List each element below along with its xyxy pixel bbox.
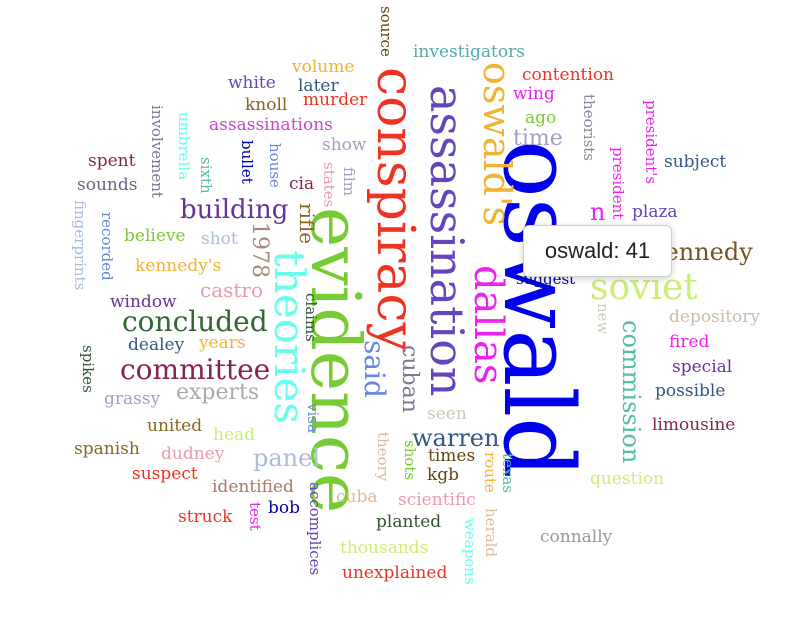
word-umbrella[interactable]: umbrella	[175, 112, 193, 181]
word-dealey[interactable]: dealey	[128, 335, 185, 355]
word-struck[interactable]: struck	[178, 507, 233, 527]
word-spent[interactable]: spent	[88, 151, 136, 171]
word-times[interactable]: times	[428, 446, 476, 466]
word-commission[interactable]: commission	[617, 320, 645, 464]
word-identified[interactable]: identified	[212, 477, 294, 497]
word-suspect[interactable]: suspect	[132, 464, 198, 484]
word-theorists[interactable]: theorists	[580, 94, 598, 161]
word-dudney[interactable]: dudney	[161, 444, 225, 464]
word-film[interactable]: film	[340, 167, 358, 197]
tooltip-text: oswald: 41	[544, 238, 651, 263]
word-building[interactable]: building	[180, 195, 289, 225]
word-depository[interactable]: depository	[669, 307, 761, 327]
word-panel[interactable]: panel	[253, 444, 321, 472]
word-n[interactable]: n	[590, 198, 606, 226]
word-years[interactable]: years	[199, 333, 246, 353]
word-seen[interactable]: seen	[427, 404, 467, 424]
word-castro[interactable]: castro	[200, 278, 264, 302]
word-committee[interactable]: committee	[120, 353, 271, 386]
word-show[interactable]: show	[322, 135, 367, 155]
word-bob[interactable]: bob	[268, 498, 300, 518]
word-bullet[interactable]: bullet	[238, 140, 256, 184]
word-wing[interactable]: wing	[513, 84, 555, 104]
word-house[interactable]: house	[266, 143, 284, 188]
word-assassination[interactable]: assassination	[420, 85, 474, 397]
word-conspiracy[interactable]: conspiracy	[365, 67, 425, 352]
word-weapons[interactable]: weapons	[461, 518, 479, 585]
word-connally[interactable]: connally	[540, 527, 613, 547]
word-question[interactable]: question	[590, 469, 665, 489]
word-warren[interactable]: warren	[412, 424, 500, 452]
word-investigators[interactable]: investigators	[413, 42, 525, 62]
word-source[interactable]: source	[377, 6, 395, 57]
word-special[interactable]: special	[672, 357, 733, 377]
word-experts[interactable]: experts	[176, 380, 260, 405]
word-sixth[interactable]: sixth	[197, 157, 215, 194]
word-sounds[interactable]: sounds	[77, 175, 138, 195]
word-subject[interactable]: subject	[664, 152, 727, 172]
word-later[interactable]: later	[298, 76, 339, 96]
word-believe[interactable]: believe	[124, 226, 186, 246]
word-claims[interactable]: claims	[302, 293, 320, 342]
word-grassy[interactable]: grassy	[104, 389, 161, 409]
word-cuba[interactable]: cuba	[336, 487, 378, 507]
word-recorded[interactable]: recorded	[98, 212, 116, 281]
word-concluded[interactable]: concluded	[122, 305, 268, 338]
word-unexplained[interactable]: unexplained	[342, 563, 448, 583]
word-planted[interactable]: planted	[376, 512, 442, 532]
word-route[interactable]: route	[481, 452, 499, 493]
word-spanish[interactable]: spanish	[74, 439, 140, 459]
word-visa[interactable]: visa	[304, 403, 322, 433]
word-scientific[interactable]: scientific	[398, 490, 476, 510]
word-said[interactable]: said	[358, 340, 391, 398]
word-kennedys[interactable]: kennedy's	[135, 256, 222, 276]
word-window[interactable]: window	[110, 292, 177, 312]
word-possible[interactable]: possible	[655, 381, 726, 401]
word-theory[interactable]: theory	[374, 432, 392, 482]
word-limousine[interactable]: limousine	[652, 415, 736, 435]
word-accomplices[interactable]: accomplices	[306, 482, 324, 576]
word-fingerprints[interactable]: fingerprints	[71, 200, 89, 291]
word-united[interactable]: united	[147, 416, 203, 436]
word-volume[interactable]: volume	[292, 57, 355, 77]
word-cuban[interactable]: cuban	[397, 345, 422, 413]
word-herald[interactable]: herald	[482, 508, 500, 558]
word-assassinations[interactable]: assassinations	[209, 115, 333, 135]
word-tooltip: oswald: 41	[523, 225, 672, 277]
word-test[interactable]: test	[246, 502, 264, 531]
word-rifle[interactable]: rifle	[295, 203, 319, 245]
word-head[interactable]: head	[213, 425, 256, 445]
word-ago[interactable]: ago	[525, 108, 557, 128]
word-plaza[interactable]: plaza	[632, 202, 678, 222]
word-knoll[interactable]: knoll	[245, 95, 288, 115]
word-thousands[interactable]: thousands	[340, 538, 429, 558]
word-time[interactable]: time	[513, 126, 563, 151]
word-cia[interactable]: cia	[289, 174, 315, 194]
word-involvement[interactable]: involvement	[148, 105, 166, 198]
word-white[interactable]: white	[228, 73, 276, 93]
word-oswalds[interactable]: oswald's	[475, 62, 519, 226]
word-spikes[interactable]: spikes	[79, 345, 97, 393]
word-presidents[interactable]: president's	[642, 100, 660, 185]
word-states[interactable]: states	[320, 162, 338, 208]
word-kgb[interactable]: kgb	[427, 465, 460, 485]
word-shot[interactable]: shot	[201, 229, 238, 249]
word-contention[interactable]: contention	[522, 65, 614, 85]
word-president[interactable]: president	[609, 147, 627, 220]
word-1978[interactable]: 1978	[247, 222, 272, 278]
word-dallas[interactable]: dallas	[465, 265, 511, 385]
word-murder[interactable]: murder	[303, 90, 368, 110]
word-fired[interactable]: fired	[669, 332, 710, 352]
word-texas[interactable]: texas	[499, 453, 517, 494]
